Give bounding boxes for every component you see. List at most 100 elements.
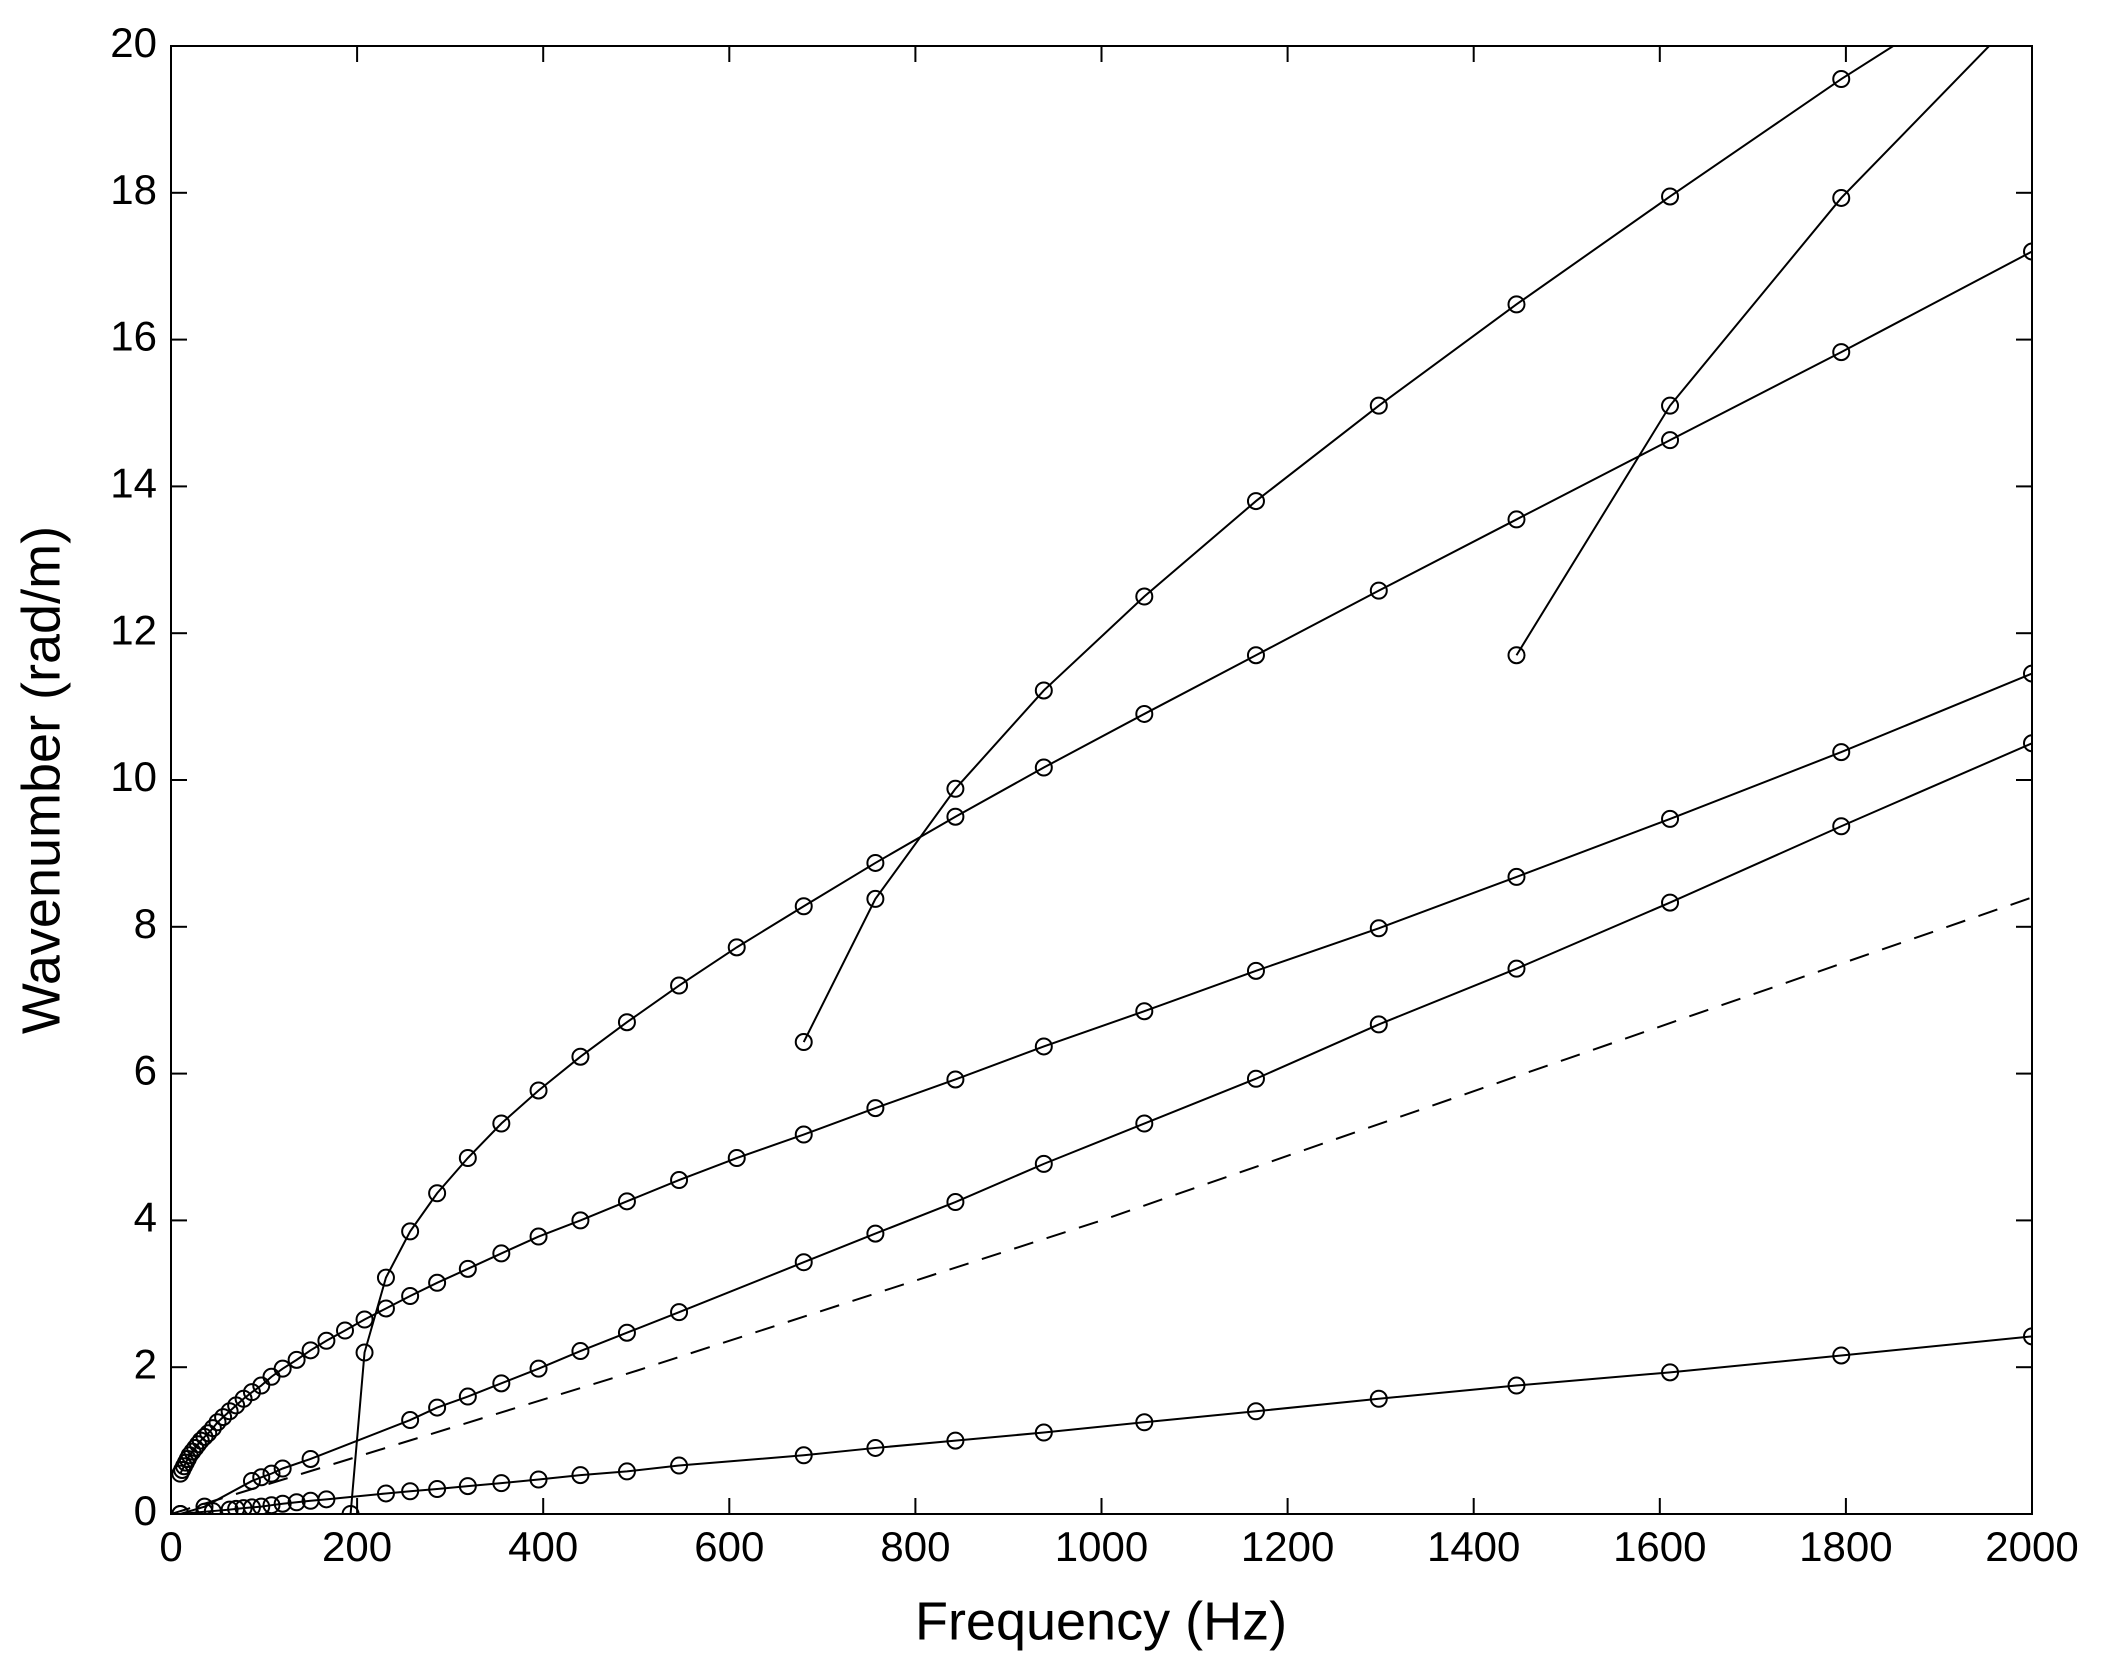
- data-point: [1135, 587, 1154, 606]
- data-point: [1507, 1376, 1526, 1395]
- data-point: [1135, 1114, 1154, 1133]
- y-tick-label: 16: [110, 313, 157, 360]
- data-point: [1507, 646, 1526, 665]
- plot-area: [171, 46, 2032, 1514]
- data-point: [946, 1431, 965, 1450]
- data-point: [1369, 581, 1388, 600]
- data-point: [1369, 1015, 1388, 1034]
- y-tick-label: 10: [110, 753, 157, 800]
- y-tick-label: 0: [134, 1487, 157, 1534]
- data-point: [866, 1438, 885, 1457]
- data-point: [273, 1459, 292, 1478]
- data-point: [670, 1303, 689, 1322]
- data-point: [794, 1125, 813, 1144]
- data-point: [317, 1490, 336, 1509]
- data-point: [2023, 664, 2032, 683]
- data-point: [273, 1359, 292, 1378]
- data-point: [242, 1498, 261, 1514]
- series-line: [171, 896, 2032, 1514]
- data-point: [401, 1287, 420, 1306]
- x-tick-label: 1000: [1055, 1523, 1148, 1570]
- data-point: [458, 1149, 477, 1168]
- x-tick-label: 1200: [1241, 1523, 1334, 1570]
- data-point: [1661, 1363, 1680, 1382]
- data-point: [529, 1081, 548, 1100]
- data-point: [1034, 1037, 1053, 1056]
- data-point: [317, 1331, 336, 1350]
- data-point: [727, 1149, 746, 1168]
- y-axis-label: Wavenumber (rad/m): [11, 526, 71, 1034]
- data-point: [242, 1383, 261, 1402]
- data-point: [1507, 295, 1526, 314]
- data-point: [571, 1342, 590, 1361]
- data-point: [1246, 1069, 1265, 1088]
- data-point: [1369, 1389, 1388, 1408]
- data-point: [946, 779, 965, 798]
- y-tick-label: 8: [134, 900, 157, 947]
- data-point: [401, 1411, 420, 1430]
- data-point: [262, 1496, 281, 1514]
- x-tick-label: 600: [694, 1523, 764, 1570]
- series-line: [802, 46, 1896, 1043]
- data-point: [866, 889, 885, 908]
- data-point: [287, 1350, 306, 1369]
- data-point: [670, 976, 689, 995]
- data-point: [1034, 1423, 1053, 1442]
- data-point: [794, 1253, 813, 1272]
- data-point: [355, 1343, 374, 1362]
- data-point: [492, 1114, 511, 1133]
- data-point: [492, 1244, 511, 1263]
- data-point: [428, 1273, 447, 1292]
- data-point: [428, 1480, 447, 1499]
- data-point: [1507, 959, 1526, 978]
- data-point: [1034, 681, 1053, 700]
- data-point: [252, 1468, 271, 1487]
- data-point: [428, 1184, 447, 1203]
- data-point: [214, 1408, 233, 1427]
- data-point: [1369, 396, 1388, 415]
- x-tick-label: 0: [159, 1523, 182, 1570]
- x-axis-label: Frequency (Hz): [915, 1591, 1287, 1651]
- data-point: [492, 1474, 511, 1493]
- data-point: [946, 1193, 965, 1212]
- data-point: [866, 853, 885, 872]
- data-point: [571, 1047, 590, 1066]
- data-point: [529, 1227, 548, 1246]
- x-tick-label: 400: [508, 1523, 578, 1570]
- data-point: [1034, 1154, 1053, 1173]
- data-point: [571, 1466, 590, 1485]
- data-point: [617, 1013, 636, 1032]
- data-point: [199, 1424, 218, 1443]
- data-point: [401, 1482, 420, 1501]
- data-point: [2023, 242, 2032, 261]
- data-point: [866, 1099, 885, 1118]
- data-point: [1832, 743, 1851, 762]
- data-point: [376, 1268, 395, 1287]
- data-point: [1507, 867, 1526, 886]
- data-point: [252, 1497, 271, 1514]
- data-point: [794, 897, 813, 916]
- data-point: [171, 1505, 190, 1514]
- series-line: [180, 1335, 2032, 1514]
- series-line: [1515, 46, 1991, 656]
- data-point: [273, 1494, 292, 1513]
- series-line: [349, 250, 2032, 1514]
- data-point: [1507, 510, 1526, 529]
- data-point: [1832, 70, 1851, 89]
- data-point: [617, 1192, 636, 1211]
- data-point: [208, 1413, 227, 1432]
- data-point: [1034, 758, 1053, 777]
- data-point: [617, 1462, 636, 1481]
- x-tick-label: 2000: [1985, 1523, 2078, 1570]
- data-point: [220, 1500, 239, 1514]
- y-tick-label: 6: [134, 1047, 157, 1094]
- data-point: [336, 1321, 355, 1340]
- data-point: [2023, 734, 2032, 753]
- data-point: [301, 1449, 320, 1468]
- y-tick-label: 4: [134, 1193, 157, 1240]
- data-point: [1832, 343, 1851, 362]
- data-point: [341, 1505, 360, 1514]
- data-point: [1369, 919, 1388, 938]
- data-point: [301, 1341, 320, 1360]
- data-point: [617, 1323, 636, 1342]
